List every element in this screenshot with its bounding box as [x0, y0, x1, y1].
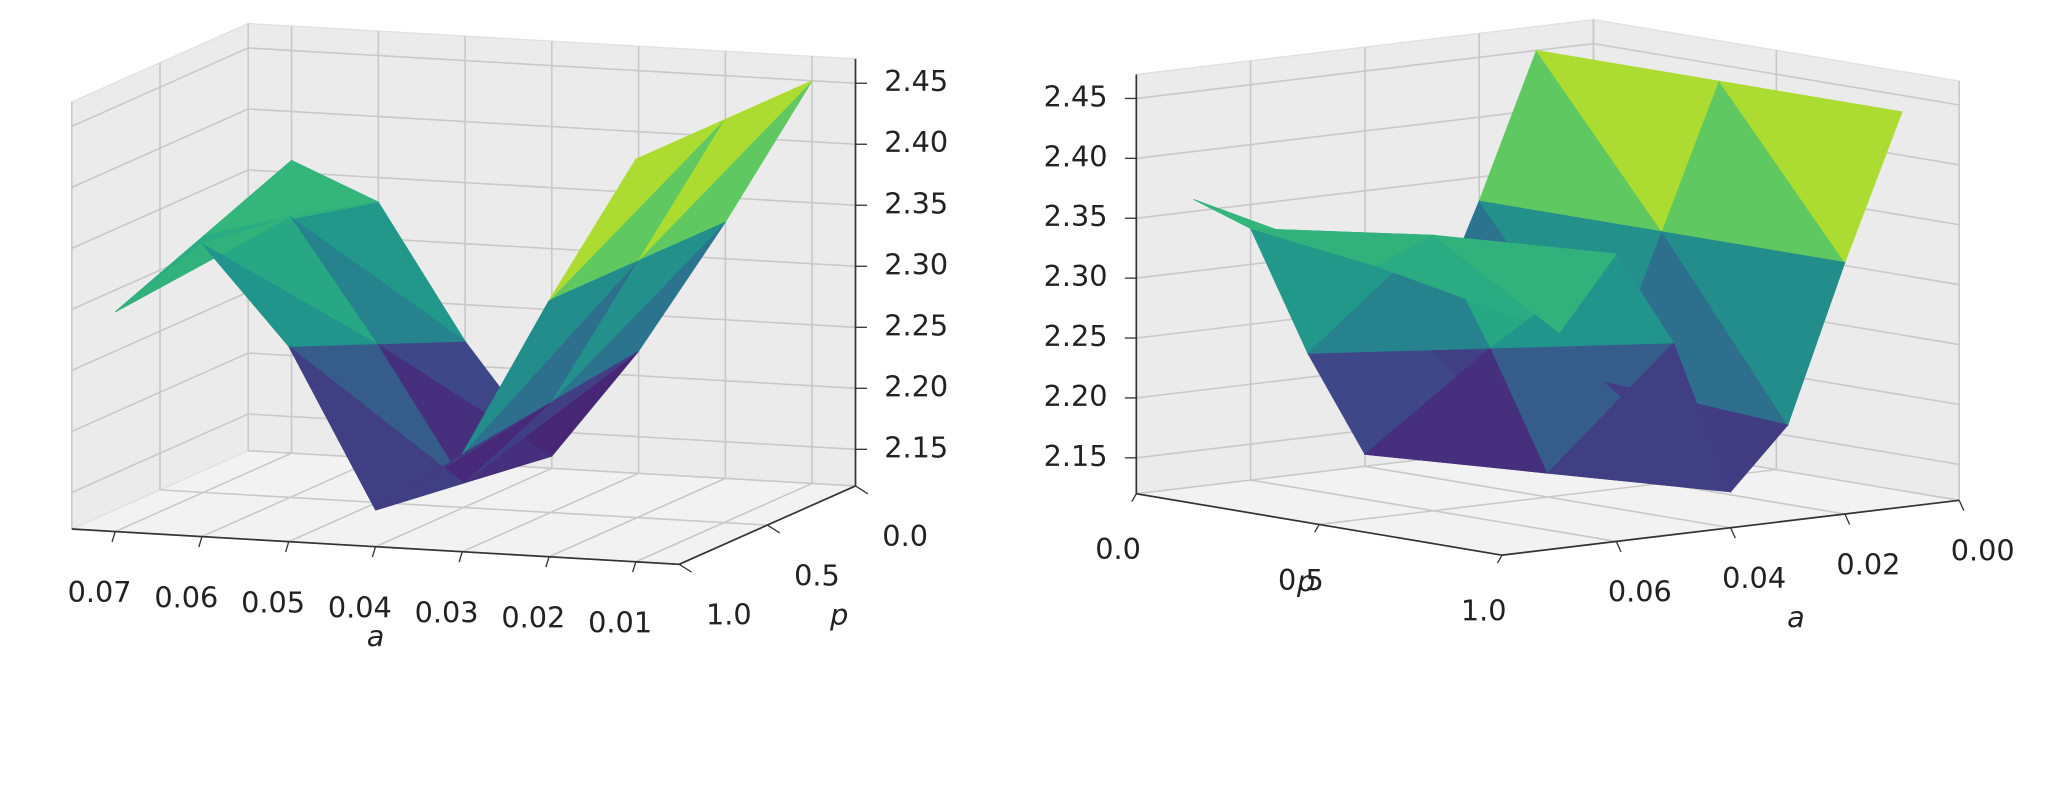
grid-line: [71, 47, 249, 128]
y-tick: [1131, 493, 1137, 502]
y-tick-label: 0.0: [882, 519, 928, 553]
z-tick-label: 2.25: [884, 308, 948, 342]
x-tick: [632, 561, 637, 573]
surface-panel: 0.01 0.02 0.03 0.04 0.05 0.06 0.07 0.0 0.5 1.0 2.1…: [68, 22, 948, 653]
z-tick-label: 2.25: [1044, 319, 1108, 353]
x-tick: [1958, 500, 1965, 512]
grid-line: [71, 413, 249, 494]
y-tick-label: 1.0: [1461, 594, 1507, 628]
x-tick: [1730, 527, 1736, 539]
surface-face: [1661, 231, 1846, 426]
x-tick-label: 0.05: [241, 585, 305, 619]
y-tick-label: 0.0: [1095, 532, 1141, 566]
x-tick: [458, 551, 463, 563]
z-tick-label: 2.35: [884, 186, 948, 220]
surface-face: [201, 243, 379, 347]
y-axis-title: p: [829, 598, 848, 632]
grid-line: [1136, 42, 1594, 100]
grid-line: [71, 352, 249, 433]
x-tick-label: 0.02: [501, 600, 565, 634]
x-tick: [284, 541, 290, 553]
y-tick-label: 0.5: [794, 558, 840, 592]
x-tick-label: 0.06: [154, 580, 218, 614]
y-tick: [1496, 554, 1503, 564]
x-tick: [1844, 513, 1851, 525]
x-tick-label: 0.00: [1951, 534, 2015, 568]
grid-line: [1593, 42, 1960, 106]
surface-face: [114, 216, 291, 313]
y-tick-label: 0.5: [1278, 563, 1324, 597]
y-tick: [855, 485, 869, 495]
surface-face: [1546, 342, 1732, 493]
x-tick: [198, 536, 203, 548]
surface-face: [288, 346, 465, 511]
x-tick-label: 0.07: [68, 575, 132, 609]
x-tick: [545, 556, 550, 568]
surface-face: [461, 260, 638, 455]
x-tick-label: 0.04: [1722, 561, 1786, 595]
z-tick-label: 2.30: [884, 247, 948, 281]
surface-face: [375, 402, 551, 511]
y-tick: [678, 563, 692, 573]
x-axis-title: a: [367, 619, 385, 653]
z-tick-label: 2.15: [1044, 439, 1108, 473]
z-tick-label: 2.35: [1044, 199, 1108, 233]
y-axis-title: p: [1296, 564, 1315, 598]
grid-line: [71, 108, 249, 189]
surface-face: [1432, 234, 1618, 334]
axis-line: [1136, 492, 1503, 556]
grid-line: [71, 169, 249, 250]
x-axis-title: a: [1787, 600, 1805, 634]
z-tick-label: 2.45: [1044, 79, 1108, 113]
grid-line: [248, 47, 856, 85]
z-tick-label: 2.40: [884, 125, 948, 159]
x-tick-label: 0.02: [1836, 547, 1900, 581]
x-tick: [1615, 541, 1622, 553]
z-tick-label: 2.15: [884, 430, 948, 464]
x-tick-label: 0.03: [415, 595, 479, 629]
grid-line: [248, 169, 856, 207]
x-tick: [111, 531, 116, 543]
z-tick-label: 2.20: [1044, 379, 1108, 413]
y-tick-label: 1.0: [706, 598, 752, 632]
surface-face: [548, 119, 725, 301]
x-tick-label: 0.04: [328, 590, 392, 624]
z-tick-label: 2.30: [1044, 259, 1108, 293]
z-tick-label: 2.20: [884, 369, 948, 403]
x-tick-label: 0.01: [588, 605, 652, 639]
grid-line: [159, 489, 768, 526]
surface-panel: 0.00 0.02 0.04 0.06 0.0 0.5 1.0 2.15 2.20 2.25 2.3…: [1044, 18, 2015, 634]
y-tick: [766, 524, 781, 534]
y-tick: [1314, 524, 1320, 533]
x-tick: [371, 546, 377, 558]
grid-line: [71, 291, 249, 372]
surface-face: [1718, 80, 1903, 264]
x-tick-label: 0.06: [1608, 575, 1672, 609]
z-tick-label: 2.45: [884, 64, 948, 98]
z-tick-label: 2.40: [1044, 139, 1108, 173]
